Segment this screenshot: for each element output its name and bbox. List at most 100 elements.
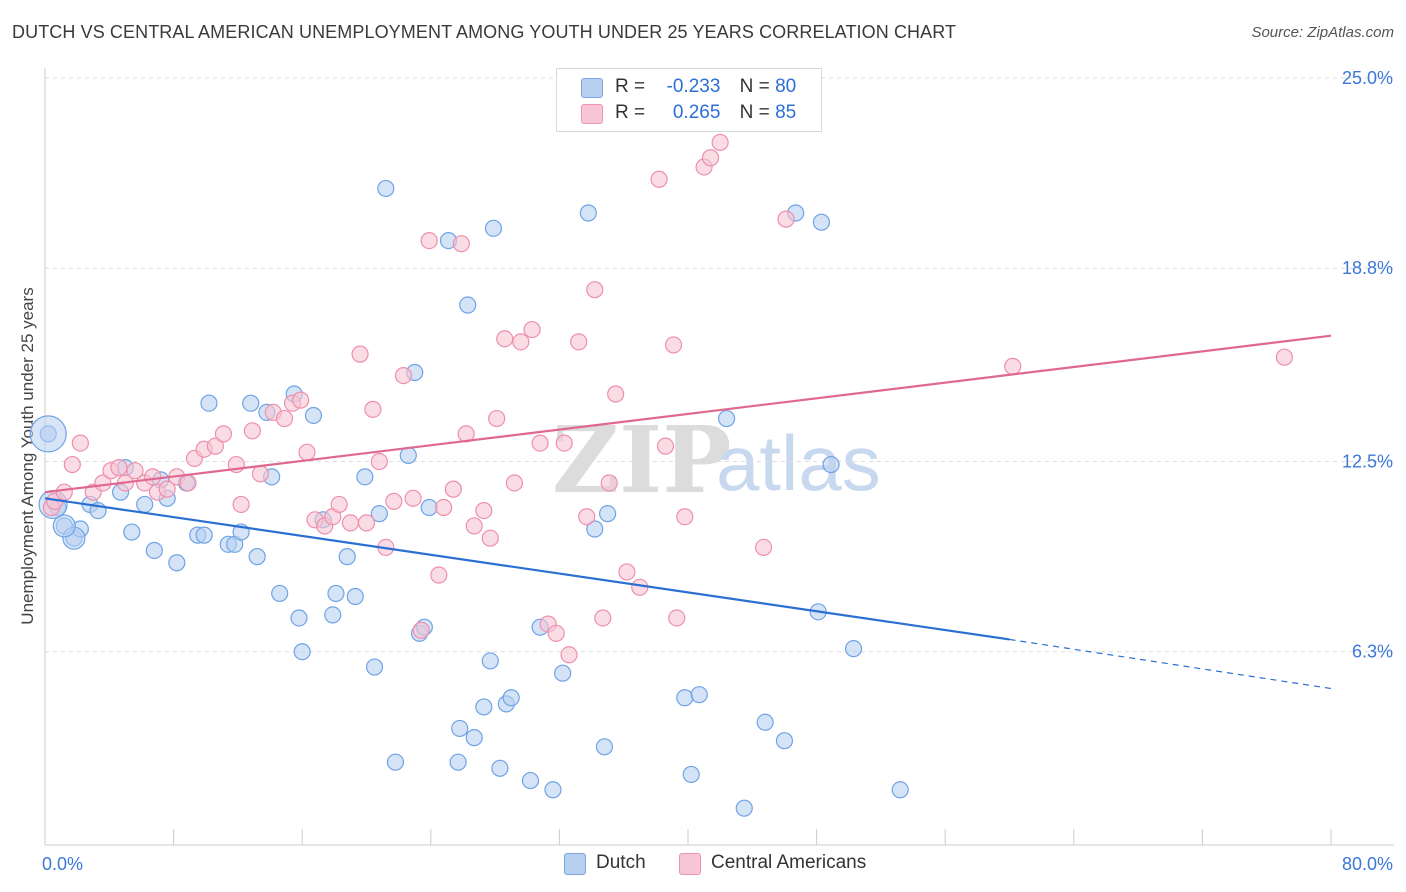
central-americans-point (291, 391, 310, 409)
dutch-point (304, 406, 323, 425)
dutch-point (451, 719, 469, 738)
legend-r-value: -0.233 (666, 76, 721, 97)
dutch-point (346, 587, 364, 606)
dutch-point (484, 219, 503, 237)
dutch-point (324, 606, 342, 624)
legend-n-label: N = (739, 76, 770, 97)
legend-n-value: 85 (775, 102, 797, 123)
dutch-point (717, 409, 736, 428)
dutch-point (449, 753, 467, 771)
central-americans-point (444, 480, 462, 498)
dutch-point (756, 713, 774, 731)
dutch-point (420, 498, 438, 517)
dutch-point (544, 781, 562, 799)
dutch-point (775, 732, 794, 750)
central-americans-point (214, 425, 233, 443)
central-americans-point (505, 474, 523, 492)
dutch-point (271, 584, 289, 603)
dutch-point (812, 213, 831, 231)
dutch-point (248, 548, 266, 566)
central-americans-point (481, 529, 499, 547)
dutch-trend-extension (1009, 638, 1332, 690)
central-americans-point (430, 566, 448, 584)
central-americans-swatch (679, 853, 701, 875)
dutch-point (502, 689, 520, 707)
central-americans-point (357, 514, 376, 532)
dutch-point (554, 664, 572, 682)
dutch-point (844, 640, 863, 658)
dutch-point (599, 505, 617, 523)
central-americans-point (512, 333, 530, 351)
dutch-point (145, 541, 163, 560)
central-americans-point (370, 452, 388, 471)
central-americans-point (420, 232, 438, 250)
dutch-point (481, 652, 499, 670)
legend-n-value: 80 (775, 76, 797, 97)
legend-r-label: R = (615, 102, 646, 123)
y-tick-label: 25.0% (1342, 68, 1393, 88)
legend-r-value: 0.265 (672, 102, 721, 123)
central-americans-point (243, 422, 261, 440)
central-americans-point (475, 501, 493, 520)
central-americans-point (206, 437, 224, 455)
central-americans-point (179, 474, 197, 492)
central-americans-point (560, 646, 578, 664)
dutch-point (459, 296, 477, 314)
dutch-point (690, 686, 708, 704)
central-americans-point (586, 281, 604, 299)
legend-n-label: N = (739, 102, 770, 123)
central-americans-point (523, 320, 541, 339)
watermark-zip: ZIP (552, 406, 731, 514)
central-americans-point (650, 170, 668, 188)
dutch-point (735, 799, 753, 817)
dutch-point (327, 584, 345, 603)
dutch-point (293, 643, 311, 661)
dutch-point (365, 658, 384, 676)
dutch-point (579, 204, 597, 222)
dutch-point (595, 738, 614, 756)
central-americans-trend-line (44, 334, 1332, 494)
central-americans-point (607, 385, 625, 403)
central-americans-point (412, 621, 430, 639)
correlation-legend: R = -0.233 N = 80 R = 0.265 N = 85 (556, 68, 822, 132)
central-americans-point (158, 480, 176, 498)
central-americans-point (600, 474, 618, 492)
central-americans-point (701, 149, 720, 167)
central-americans-swatch (581, 104, 603, 124)
dutch-point (822, 455, 840, 474)
central-americans-point (777, 210, 795, 228)
central-americans-legend-label: Central Americans (711, 852, 867, 873)
central-americans-point (435, 498, 453, 517)
y-tick-label: 12.5% (1342, 452, 1393, 472)
dutch-point (521, 771, 540, 790)
central-americans-point (94, 474, 112, 492)
central-americans-point (404, 489, 422, 507)
dutch-point (682, 765, 700, 784)
central-americans-point (664, 336, 683, 354)
central-americans-point (452, 235, 470, 253)
dutch-point (195, 526, 213, 544)
dutch-point (386, 753, 405, 771)
central-americans-point (676, 508, 694, 526)
dutch-point (338, 548, 356, 566)
central-americans-point (668, 609, 686, 627)
central-americans-point (496, 330, 514, 348)
dutch-swatch (564, 853, 586, 875)
dutch-swatch (581, 78, 603, 98)
dutch-large-point (52, 514, 76, 538)
central-americans-point (394, 366, 413, 385)
central-americans-point (465, 517, 483, 535)
central-americans-point (754, 538, 773, 557)
central-americans-point (232, 495, 250, 514)
dutch-large-point (29, 415, 67, 453)
dutch-point (465, 729, 483, 747)
central-americans-point (578, 508, 596, 526)
central-americans-point (275, 409, 294, 428)
central-americans-point (63, 455, 81, 474)
central-americans-point (385, 492, 403, 510)
central-americans-point (126, 462, 144, 480)
central-americans-point (555, 434, 573, 452)
dutch-point (377, 179, 395, 198)
central-americans-point (488, 409, 506, 428)
